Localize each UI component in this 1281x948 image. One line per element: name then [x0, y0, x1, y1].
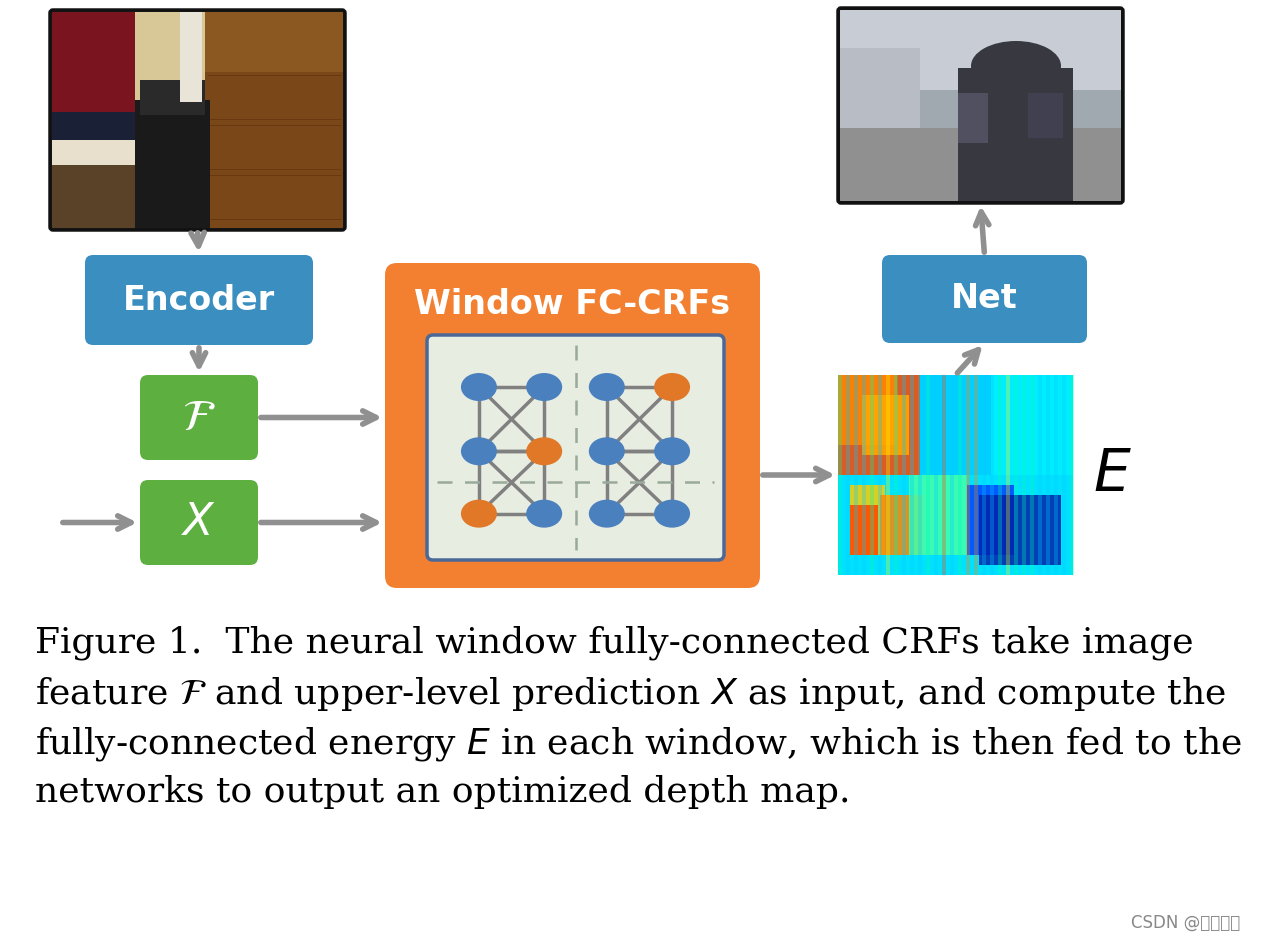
Bar — [908, 475, 967, 555]
Bar — [854, 375, 858, 575]
Bar — [926, 375, 930, 575]
FancyBboxPatch shape — [50, 10, 345, 230]
Ellipse shape — [655, 500, 690, 528]
Bar — [838, 475, 1073, 575]
Bar — [942, 375, 945, 575]
Ellipse shape — [655, 437, 690, 465]
Bar — [208, 126, 341, 169]
Bar — [181, 12, 202, 102]
Bar — [53, 165, 208, 228]
Bar — [979, 495, 1061, 565]
Bar — [849, 485, 885, 555]
FancyBboxPatch shape — [386, 263, 760, 588]
Bar — [880, 495, 922, 555]
Text: $\mathcal{F}$: $\mathcal{F}$ — [182, 396, 215, 439]
Bar — [862, 375, 866, 575]
Ellipse shape — [526, 437, 562, 465]
Bar — [845, 375, 851, 575]
Bar — [840, 10, 1121, 201]
Text: Encoder: Encoder — [123, 283, 275, 317]
Bar — [208, 76, 341, 119]
Bar — [840, 48, 920, 128]
Bar — [53, 110, 137, 228]
Bar — [838, 375, 897, 445]
FancyBboxPatch shape — [140, 375, 257, 460]
Ellipse shape — [971, 41, 1061, 91]
Bar — [920, 375, 990, 475]
Bar — [849, 505, 877, 555]
Bar — [862, 395, 908, 455]
FancyBboxPatch shape — [427, 335, 724, 560]
Ellipse shape — [461, 373, 497, 401]
Bar — [1038, 375, 1041, 575]
Bar — [840, 10, 1121, 90]
Bar — [135, 12, 255, 122]
Bar — [910, 375, 915, 575]
Bar — [894, 375, 898, 575]
Text: Net: Net — [951, 283, 1018, 316]
Bar — [951, 375, 954, 575]
FancyBboxPatch shape — [883, 255, 1088, 343]
FancyBboxPatch shape — [85, 255, 313, 345]
Bar — [967, 485, 1015, 555]
Bar — [53, 12, 343, 228]
Bar — [934, 375, 938, 575]
Bar — [902, 375, 906, 575]
Bar — [1070, 375, 1073, 575]
Text: fully-connected energy $E$ in each window, which is then fed to the: fully-connected energy $E$ in each windo… — [35, 725, 1241, 763]
Bar — [1047, 375, 1050, 575]
Bar — [208, 175, 341, 220]
Bar — [998, 375, 1002, 575]
Text: Window FC-CRFs: Window FC-CRFs — [415, 288, 730, 321]
Text: Figure 1.  The neural window fully-connected CRFs take image: Figure 1. The neural window fully-connec… — [35, 625, 1194, 660]
Bar — [1062, 375, 1066, 575]
Ellipse shape — [526, 373, 562, 401]
Ellipse shape — [655, 373, 690, 401]
Bar — [877, 375, 883, 575]
Bar — [838, 375, 1073, 575]
Bar — [840, 128, 1121, 201]
Ellipse shape — [461, 500, 497, 528]
Bar — [974, 375, 977, 575]
Bar — [886, 375, 890, 575]
Bar — [918, 375, 922, 575]
Bar — [1030, 375, 1034, 575]
Ellipse shape — [589, 373, 625, 401]
FancyBboxPatch shape — [838, 8, 1123, 203]
Bar — [1054, 375, 1058, 575]
Bar — [135, 100, 210, 230]
Bar — [870, 375, 874, 575]
Text: feature $\mathcal{F}$ and upper-level prediction $X$ as input, and compute the: feature $\mathcal{F}$ and upper-level pr… — [35, 675, 1226, 713]
Bar — [958, 93, 988, 143]
Bar — [53, 12, 137, 112]
Bar — [990, 375, 1073, 475]
Ellipse shape — [589, 500, 625, 528]
Bar — [958, 68, 1073, 201]
Bar — [208, 75, 341, 120]
Bar — [205, 12, 343, 72]
Bar — [1006, 375, 1009, 575]
Bar — [140, 80, 205, 115]
Bar — [983, 375, 986, 575]
Bar — [208, 176, 341, 219]
Bar — [53, 140, 142, 228]
Bar — [1027, 93, 1063, 138]
Ellipse shape — [461, 437, 497, 465]
Bar — [1015, 375, 1018, 575]
Text: networks to output an optimized depth map.: networks to output an optimized depth ma… — [35, 775, 851, 809]
Bar — [1022, 375, 1026, 575]
Text: $E$: $E$ — [1093, 447, 1132, 503]
Bar — [838, 375, 920, 475]
Bar — [958, 375, 962, 575]
Bar — [838, 375, 842, 575]
Bar — [966, 375, 970, 575]
Bar — [205, 12, 343, 228]
Text: $X$: $X$ — [182, 501, 216, 544]
Ellipse shape — [526, 500, 562, 528]
Bar — [208, 125, 341, 170]
Text: CSDN @有为少年: CSDN @有为少年 — [1131, 914, 1240, 932]
Bar — [990, 375, 994, 575]
FancyBboxPatch shape — [140, 480, 257, 565]
Ellipse shape — [589, 437, 625, 465]
